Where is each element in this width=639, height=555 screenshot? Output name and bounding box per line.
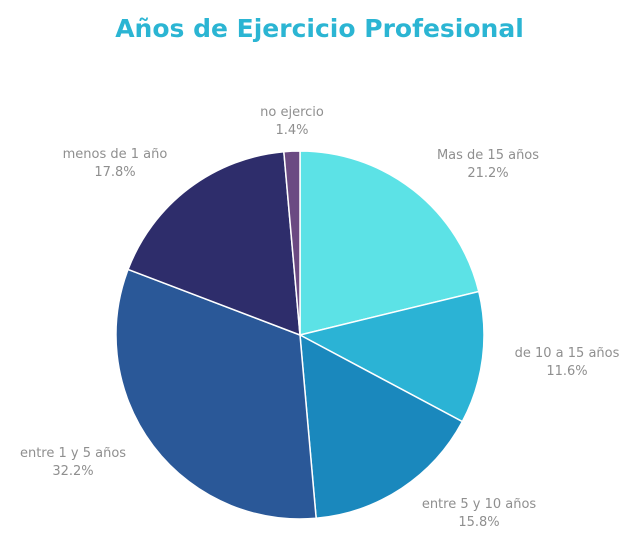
slice-label-entre-5-y-10-años: entre 5 y 10 años 15.8% xyxy=(422,496,536,532)
chart-title: Años de Ejercicio Profesional xyxy=(115,14,524,43)
slice-name: de 10 a 15 años xyxy=(514,346,620,361)
slice-percentage: 1.4% xyxy=(275,123,309,138)
slice-name: no ejercio xyxy=(260,105,324,120)
slice-name: entre 5 y 10 años xyxy=(421,497,537,512)
slice-label-menos-de-1-año: menos de 1 año 17.8% xyxy=(63,146,168,182)
slice-label-de-10-a-15-años: de 10 a 15 años 11.6% xyxy=(515,345,620,381)
pie-slice-entre-1-y-5-años xyxy=(115,268,317,520)
slice-name: menos de 1 año xyxy=(62,147,168,162)
slice-label-mas-de-15-años: Mas de 15 años 21.2% xyxy=(437,147,539,183)
slice-label-entre-1-y-5-años: entre 1 y 5 años 32.2% xyxy=(20,445,126,481)
slice-percentage: 15.8% xyxy=(458,515,500,530)
slice-percentage: 21.2% xyxy=(467,166,509,181)
pie-slice-entre-5-y-10-años xyxy=(299,333,464,520)
slice-percentage: 32.2% xyxy=(52,464,94,479)
slice-name: entre 1 y 5 años xyxy=(19,446,127,461)
slice-percentage: 17.8% xyxy=(94,165,136,180)
pie-slice-de-10-a-15-años xyxy=(297,290,485,423)
slice-label-no-ejercio: no ejercio 1.4% xyxy=(260,104,324,140)
pie-slice-menos-de-1-año xyxy=(127,150,301,337)
pie-slice-mas-de-15-años xyxy=(299,150,480,336)
pie-slice-no-ejercio xyxy=(283,150,301,336)
slice-name: Mas de 15 años xyxy=(436,148,540,163)
slice-percentage: 11.6% xyxy=(546,364,588,379)
